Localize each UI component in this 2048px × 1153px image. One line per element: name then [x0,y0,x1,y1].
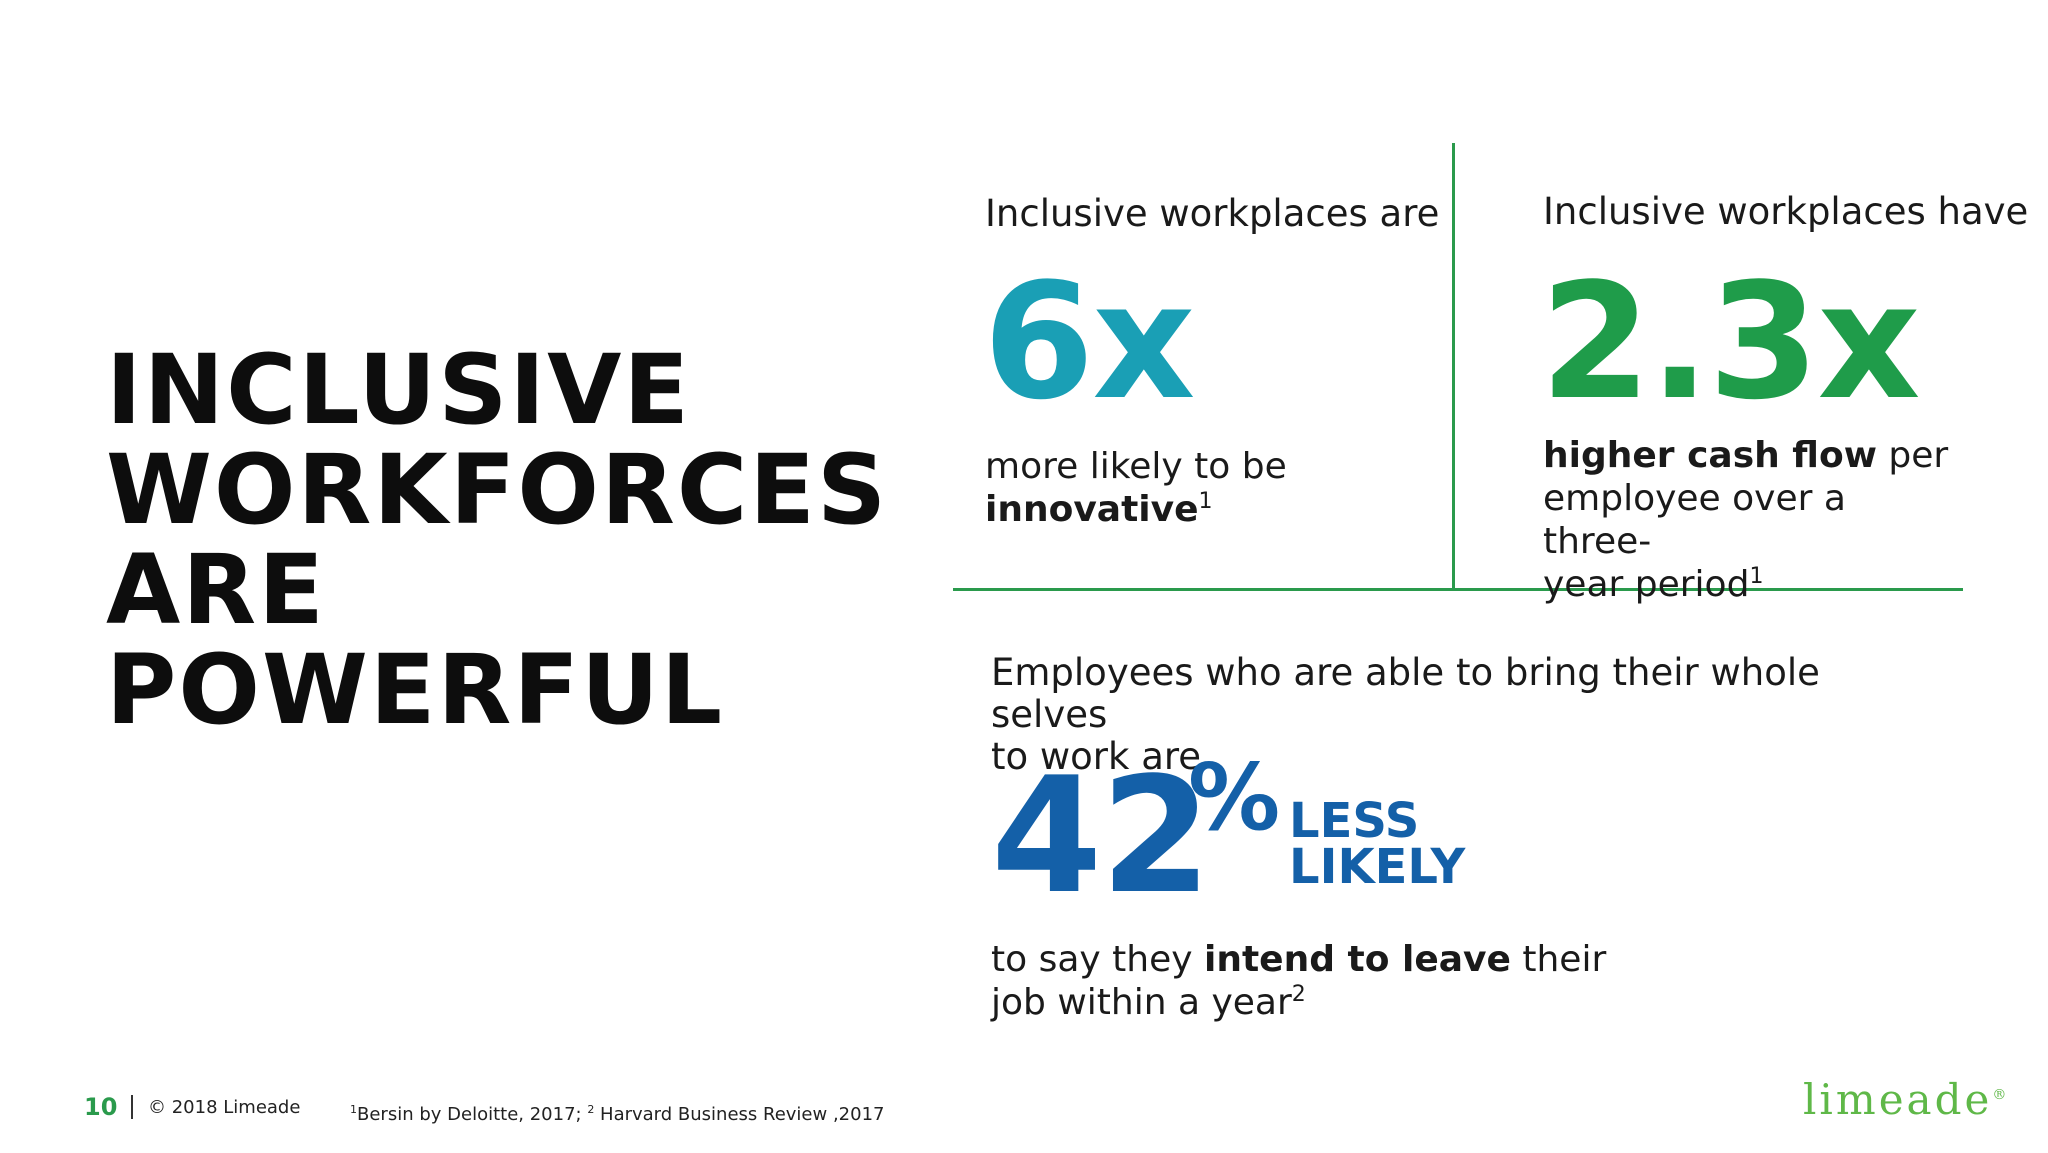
footnote-marker: 1 [1198,489,1213,514]
footnote-marker: 2 [587,1103,595,1116]
stat-innovation-intro: Inclusive workplaces are [985,192,1440,235]
stat-cashflow-desc-text: per [1876,435,1949,476]
source-text: Harvard Business Review ,2017 [594,1104,885,1125]
logo-text: limeade [1803,1075,1993,1124]
stat-retention-intro: Employees who are able to bring their wh… [991,652,1891,778]
stat-retention-desc-bold: intend to leave [1203,939,1511,980]
limeade-logo: limeade® [1803,1075,2006,1124]
stat-cashflow-intro: Inclusive workplaces have [1543,190,2029,233]
source-text: Bersin by Deloitte, 2017; [357,1104,588,1125]
copyright: © 2018 Limeade [148,1097,301,1118]
stat-cashflow-desc-text: employee over a three- [1543,478,1846,562]
stat-retention-percent-sign: % [1188,744,1281,851]
stat-innovation-description: more likely to be innovative1 [985,445,1287,531]
headline-line: ARE [106,534,326,646]
stat-innovation-desc-bold: innovative [985,489,1199,530]
headline-line: INCLUSIVE [106,334,691,446]
horizontal-divider [953,588,1963,591]
stat-retention-description: to say they intend to leave their job wi… [991,938,1611,1024]
vertical-divider [1452,143,1455,589]
stat-retention-tag-line: LIKELY [1289,839,1466,895]
stat-retention-intro-line: Employees who are able to bring their wh… [991,651,1820,736]
footer-separator [131,1095,133,1119]
stat-innovation-desc-text: more likely to be [985,446,1287,487]
stat-innovation-value: 6x [983,248,1196,435]
stat-cashflow-desc-bold: higher cash flow [1543,435,1877,476]
footnote-sources: 1Bersin by Deloitte, 2017; 2 Harvard Bus… [350,1103,884,1125]
stat-retention-desc-text: their [1510,939,1607,980]
page-number: 10 [84,1093,118,1121]
stat-cashflow-desc-text: year period [1543,564,1750,605]
stat-retention-value: 42 [991,742,1212,929]
stat-retention-desc-text: job within a year [991,982,1292,1023]
stat-cashflow-description: higher cash flow per employee over a thr… [1543,434,1963,606]
stat-retention-tag-line: LESS [1289,793,1420,849]
registered-mark: ® [1992,1087,2007,1103]
stat-retention-intro-line: to work are [991,735,1202,778]
headline: INCLUSIVE WORKFORCES ARE POWERFUL [106,340,888,740]
footnote-marker: 1 [350,1103,357,1116]
stat-retention-tag: LESS LIKELY [1289,793,1466,895]
headline-line: POWERFUL [106,634,725,746]
footnote-marker: 1 [1749,564,1764,589]
headline-line: WORKFORCES [106,434,889,546]
stat-retention-desc-text: to say they [991,939,1204,980]
stat-cashflow-value: 2.3x [1540,248,1921,435]
footnote-marker: 2 [1291,982,1306,1007]
